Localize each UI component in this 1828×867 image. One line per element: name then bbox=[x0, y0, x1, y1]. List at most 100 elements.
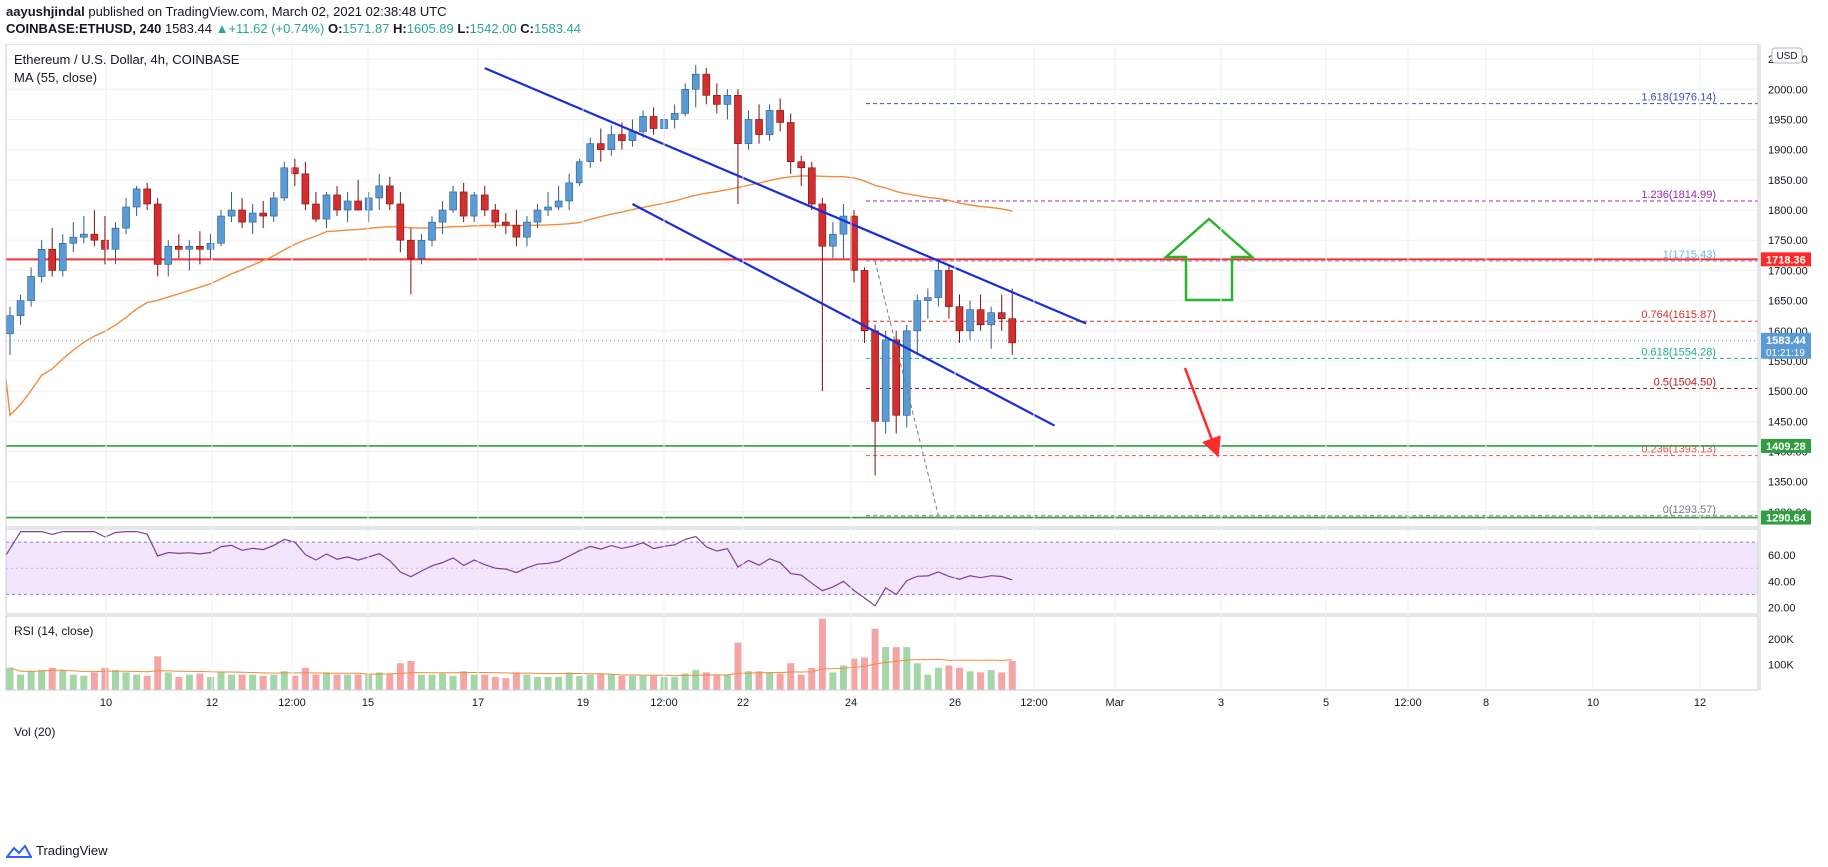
candle-body bbox=[807, 167, 816, 205]
candle-bear bbox=[143, 182, 151, 211]
candle-bear bbox=[512, 210, 521, 247]
volume-bar bbox=[839, 665, 847, 690]
volume-bar bbox=[987, 670, 995, 690]
x-tick-label: 17 bbox=[472, 697, 484, 709]
candle-body bbox=[375, 185, 384, 199]
trading-chart[interactable]: 1.618(1976.14) 1.236(1814.99) 1(1715.43) 0.… bbox=[0, 44, 1828, 804]
candle-body bbox=[502, 221, 510, 226]
y-tick-label: 1350.00 bbox=[1768, 477, 1808, 489]
volume-bar bbox=[502, 678, 510, 690]
x-tick-label: 10 bbox=[100, 697, 112, 709]
y-tick-label: 1650.00 bbox=[1768, 296, 1808, 308]
candle-body bbox=[132, 188, 141, 208]
volume-pane[interactable] bbox=[6, 618, 1016, 690]
candle-body bbox=[596, 143, 605, 150]
candle-body bbox=[523, 221, 531, 238]
volume-bar bbox=[228, 674, 236, 690]
candle-body bbox=[206, 242, 215, 250]
candle-bear bbox=[997, 294, 1006, 331]
candle-body bbox=[723, 95, 732, 105]
candle-bull bbox=[428, 216, 436, 247]
volume-bar bbox=[956, 667, 963, 690]
candle-body bbox=[16, 300, 25, 316]
candle-body bbox=[575, 161, 584, 184]
tradingview-logo-icon[interactable] bbox=[6, 843, 32, 858]
upper-trendline[interactable] bbox=[484, 67, 1087, 325]
volume-bar bbox=[618, 675, 626, 690]
volume-bar bbox=[586, 674, 594, 690]
volume-bar bbox=[27, 671, 35, 690]
candle-bull bbox=[691, 65, 700, 108]
candle-bull bbox=[565, 173, 573, 211]
candle-body bbox=[997, 312, 1006, 320]
candle-body bbox=[27, 276, 35, 301]
volume-bar bbox=[270, 674, 278, 690]
candle-bull bbox=[69, 222, 78, 253]
close-value: 1583.44 bbox=[534, 21, 581, 36]
x-tick-label: 10 bbox=[1587, 697, 1599, 709]
y-tick-label: 1950.00 bbox=[1768, 114, 1808, 126]
candle-bull bbox=[924, 288, 932, 319]
x-tick-label: 22 bbox=[737, 697, 749, 709]
publish-info: aayushjindal published on TradingView.co… bbox=[6, 4, 447, 19]
candle-body bbox=[565, 182, 573, 202]
candle-bull bbox=[681, 83, 690, 117]
candle-bear bbox=[649, 107, 658, 135]
volume-bar bbox=[544, 676, 552, 690]
volume-bar bbox=[185, 674, 193, 690]
candle-bear bbox=[502, 213, 510, 235]
candle-body bbox=[744, 119, 753, 144]
candle-body bbox=[37, 248, 46, 277]
candle-body bbox=[776, 110, 784, 123]
candle-body bbox=[649, 116, 658, 129]
footer-brand[interactable]: TradingView bbox=[36, 843, 108, 858]
candle-body bbox=[818, 203, 827, 247]
volume-bar bbox=[565, 672, 573, 690]
price-pane[interactable]: 1.618(1976.14) 1.236(1814.99) 1(1715.43) 0.… bbox=[5, 58, 1758, 519]
candle-bull bbox=[37, 240, 46, 283]
candle-bear bbox=[955, 294, 964, 343]
rsi-pane[interactable] bbox=[5, 531, 1758, 607]
y-tick-label: 1700.00 bbox=[1768, 265, 1808, 277]
volume-bar bbox=[164, 672, 172, 690]
volume-bar bbox=[977, 672, 985, 690]
axes: 10 12 12:00 15 17 19 12:00 22 24 26 12:00 Mar 3 5 12:0… bbox=[5, 44, 1811, 709]
candle-bull bbox=[438, 200, 447, 235]
candle-bear bbox=[90, 210, 99, 247]
volume-bar bbox=[206, 676, 214, 690]
volume-bar bbox=[439, 673, 447, 690]
vol-legend: Vol (20) bbox=[14, 725, 55, 739]
candle-bull bbox=[523, 216, 531, 247]
vol-tick-label: 100K bbox=[1768, 659, 1794, 671]
x-tick-label: 26 bbox=[949, 697, 961, 709]
candle-body bbox=[396, 203, 405, 241]
volume-bar bbox=[534, 676, 541, 690]
price-badge-label: 1290.64 bbox=[1766, 513, 1807, 525]
volume-bar bbox=[607, 674, 615, 690]
candle-body bbox=[607, 134, 616, 150]
candle-bull bbox=[723, 89, 732, 120]
candle-body bbox=[839, 215, 848, 235]
candle-bull bbox=[881, 330, 890, 434]
candle-bull bbox=[343, 191, 352, 223]
volume-bar bbox=[365, 674, 373, 690]
volume-bar bbox=[90, 672, 98, 690]
candle-body bbox=[354, 200, 362, 211]
candle-bear bbox=[459, 182, 468, 223]
low-label: L: bbox=[457, 21, 470, 36]
candle-body bbox=[713, 95, 721, 105]
candle-bull bbox=[829, 222, 837, 259]
lower-trendline[interactable] bbox=[631, 203, 1055, 427]
candle-bear bbox=[713, 83, 721, 114]
currency-badge[interactable] bbox=[1771, 47, 1803, 64]
candle-bear bbox=[354, 179, 362, 211]
volume-bar bbox=[122, 672, 130, 690]
publisher-name[interactable]: aayushjindal bbox=[6, 4, 85, 19]
candle-body bbox=[153, 203, 162, 265]
x-tick-label: 5 bbox=[1323, 697, 1329, 709]
volume-bar bbox=[449, 675, 457, 690]
candle-bear bbox=[1008, 288, 1017, 355]
candle-body bbox=[765, 110, 774, 135]
volume-bar bbox=[80, 675, 88, 690]
candle-bull bbox=[280, 161, 289, 201]
